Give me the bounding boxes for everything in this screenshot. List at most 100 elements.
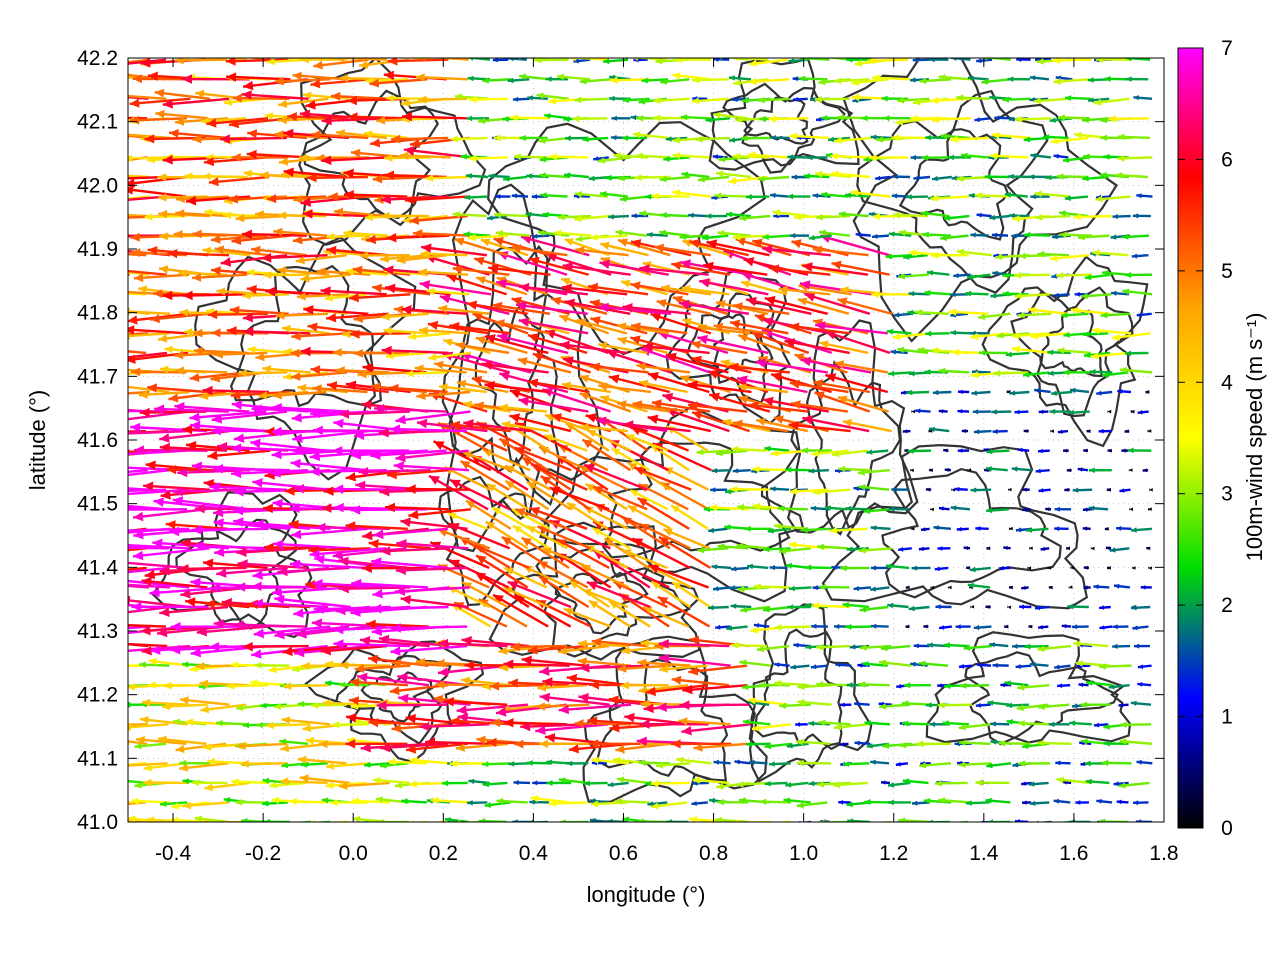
wind-vector	[484, 801, 511, 808]
wind-vector	[378, 634, 450, 648]
wind-vector	[966, 566, 971, 570]
wind-vector	[774, 523, 808, 531]
wind-vector	[54, 520, 128, 530]
wind-vector	[787, 604, 811, 610]
wind-vector	[283, 682, 330, 690]
colorbar-tick-label: 2	[1221, 594, 1233, 617]
wind-vector	[566, 760, 589, 767]
wind-vector	[905, 585, 910, 590]
wind-vector	[128, 429, 190, 435]
wind-vector	[1096, 390, 1113, 396]
contour-line	[1010, 286, 1134, 418]
wind-vector	[527, 378, 590, 394]
wind-vector	[736, 542, 769, 550]
wind-vector	[518, 317, 589, 335]
wind-vector	[731, 819, 771, 822]
wind-vector	[438, 383, 487, 394]
wind-vector	[838, 800, 851, 805]
wind-vector	[583, 780, 608, 787]
wind-vector	[247, 345, 291, 355]
wind-vector	[1037, 644, 1072, 653]
wind-vector	[254, 661, 290, 669]
wind-vector	[833, 723, 869, 731]
wind-vector	[972, 409, 991, 415]
wind-vector	[670, 504, 709, 530]
wind-vector	[138, 390, 190, 399]
contour-line	[535, 547, 691, 658]
x-tick-label: 0.4	[519, 842, 549, 865]
wind-vector	[582, 588, 629, 609]
wind-vector	[887, 799, 912, 806]
wind-vector	[636, 362, 691, 374]
wind-vector	[558, 777, 588, 785]
wind-vector	[1101, 759, 1132, 767]
wind-vector	[888, 370, 912, 377]
wind-vector	[943, 642, 969, 649]
wind-vector	[795, 738, 831, 746]
wind-vector	[770, 372, 832, 394]
wind-vector	[870, 565, 888, 571]
wind-vector	[128, 429, 146, 433]
wind-vector	[128, 547, 147, 552]
wind-vector	[978, 349, 1008, 356]
wind-vector	[579, 423, 629, 433]
wind-vector	[788, 585, 812, 592]
wind-vector	[178, 564, 247, 574]
wind-vector	[492, 593, 549, 628]
wind-vector	[1088, 505, 1109, 511]
wind-vector	[857, 468, 890, 476]
wind-vector	[409, 756, 450, 765]
wind-vector	[462, 400, 511, 413]
wind-vector	[501, 420, 549, 433]
wind-vector	[617, 336, 668, 355]
wind-vector	[1057, 429, 1069, 434]
wind-vector	[802, 415, 870, 433]
x-tick-label: 1.2	[879, 842, 908, 865]
wind-vector	[269, 781, 307, 789]
wind-vector	[1038, 488, 1051, 493]
wind-vector	[1089, 369, 1113, 375]
wind-vector	[128, 723, 148, 726]
wind-vector	[1024, 643, 1049, 650]
wind-vector	[1050, 429, 1054, 433]
wind-vector	[486, 483, 530, 511]
wind-vector	[299, 774, 351, 785]
wind-vector	[583, 463, 648, 491]
wind-vector	[965, 800, 990, 806]
wind-vector	[751, 331, 810, 355]
wind-vector	[587, 716, 649, 726]
wind-vector	[400, 517, 468, 531]
colorbar-tick-label: 6	[1221, 148, 1233, 171]
wind-vector	[736, 375, 808, 394]
wind-vector	[503, 718, 568, 728]
wind-vector	[999, 565, 1011, 571]
y-tick-label: 41.2	[77, 684, 118, 707]
wind-vector	[390, 623, 468, 633]
wind-vector	[879, 703, 911, 710]
wind-vector	[484, 380, 550, 394]
wind-vector	[395, 449, 469, 463]
wind-vector	[530, 795, 570, 804]
wind-vector	[687, 380, 752, 394]
wind-vector	[527, 644, 588, 655]
wind-vector	[919, 762, 952, 769]
wind-vector	[810, 505, 830, 511]
wind-vector	[131, 367, 187, 377]
x-tick-label: 1.6	[1059, 842, 1088, 865]
wind-vector	[751, 723, 792, 732]
wind-vector	[845, 623, 872, 630]
wind-vector	[419, 721, 490, 732]
wind-vector	[1007, 605, 1012, 610]
wind-vector	[128, 782, 129, 785]
wind-vector	[467, 800, 488, 806]
wind-vector	[398, 693, 471, 706]
wind-vector	[648, 564, 710, 589]
wind-vector	[959, 682, 990, 689]
wind-vector	[1021, 742, 1050, 750]
wind-vector	[1133, 800, 1149, 806]
wind-vector	[887, 602, 909, 609]
wind-vector	[1028, 546, 1033, 550]
wind-vector	[310, 819, 348, 822]
wind-vector	[958, 761, 991, 768]
